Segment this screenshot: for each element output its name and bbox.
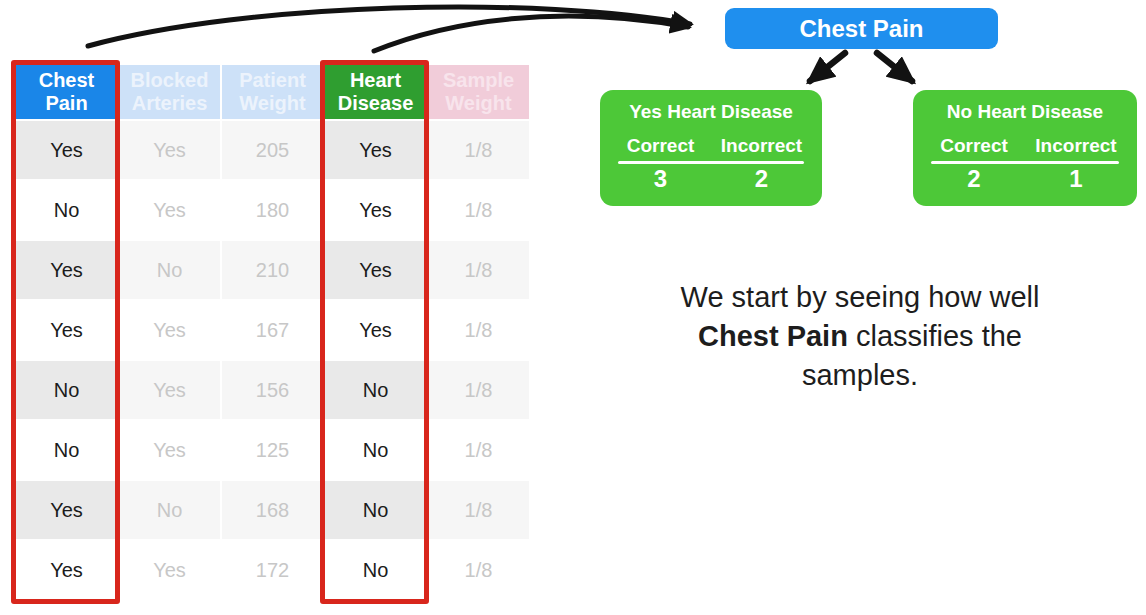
table-cell-patient-weight-row-2: 180: [222, 181, 323, 239]
table-cell-chest-pain-row-1: Yes: [16, 121, 117, 179]
table-cell-patient-weight-row-7: 168: [222, 481, 323, 539]
arrow-chest-pain-column-to-root-icon: [88, 7, 690, 46]
table-cell-patient-weight-row-1: 205: [222, 121, 323, 179]
table-cell-blocked-arteries-row-2: Yes: [119, 181, 220, 239]
correct-label: Correct: [923, 135, 1025, 157]
column-header-chest-pain: Chest Pain: [16, 65, 117, 119]
table-cell-blocked-arteries-row-5: Yes: [119, 361, 220, 419]
table-cell-chest-pain-row-6: No: [16, 421, 117, 479]
leaf-title: No Heart Disease: [923, 101, 1127, 123]
caption-line1: We start by seeing how well: [681, 281, 1040, 313]
leaf-divider: [618, 161, 804, 164]
leaf-no-heart-disease: No Heart Disease Correct Incorrect 2 1: [913, 90, 1137, 206]
column-header-blocked-arteries: Blocked Arteries: [119, 65, 220, 119]
table-cell-chest-pain-row-3: Yes: [16, 241, 117, 299]
incorrect-label: Incorrect: [711, 135, 812, 157]
table-cell-chest-pain-row-7: Yes: [16, 481, 117, 539]
table-cell-heart-disease-row-6: No: [325, 421, 426, 479]
incorrect-label: Incorrect: [1025, 135, 1127, 157]
table-cell-blocked-arteries-row-6: Yes: [119, 421, 220, 479]
incorrect-count: 2: [711, 166, 812, 192]
leaf-title: Yes Heart Disease: [610, 101, 812, 123]
correct-label: Correct: [610, 135, 711, 157]
leaf-divider: [931, 161, 1119, 164]
table-cell-heart-disease-row-4: Yes: [325, 301, 426, 359]
caption-text: We start by seeing how well Chest Pain c…: [610, 278, 1110, 395]
table-cell-heart-disease-row-2: Yes: [325, 181, 426, 239]
table-cell-blocked-arteries-row-4: Yes: [119, 301, 220, 359]
table-cell-sample-weight-row-3: 1/8: [428, 241, 529, 299]
table-cell-sample-weight-row-4: 1/8: [428, 301, 529, 359]
table-cell-heart-disease-row-7: No: [325, 481, 426, 539]
arrow-root-to-right-leaf-icon: [877, 53, 912, 81]
table-cell-heart-disease-row-5: No: [325, 361, 426, 419]
caption-line2-rest: classifies the: [848, 320, 1022, 352]
column-header-patient-weight: Patient Weight: [222, 65, 323, 119]
table-cell-heart-disease-row-8: No: [325, 541, 426, 599]
caption-highlight: Chest Pain: [698, 320, 848, 352]
table-cell-sample-weight-row-1: 1/8: [428, 121, 529, 179]
tree-root-label: Chest Pain: [799, 15, 923, 43]
table-cell-sample-weight-row-6: 1/8: [428, 421, 529, 479]
table-cell-chest-pain-row-5: No: [16, 361, 117, 419]
table-cell-sample-weight-row-2: 1/8: [428, 181, 529, 239]
table-cell-patient-weight-row-3: 210: [222, 241, 323, 299]
column-header-sample-weight: Sample Weight: [428, 65, 529, 119]
table-cell-blocked-arteries-row-3: No: [119, 241, 220, 299]
table-cell-patient-weight-row-4: 167: [222, 301, 323, 359]
caption-line3: samples.: [802, 359, 918, 391]
table-cell-blocked-arteries-row-7: No: [119, 481, 220, 539]
leaf-yes-heart-disease: Yes Heart Disease Correct Incorrect 3 2: [600, 90, 822, 206]
samples-table: Chest PainBlocked ArteriesPatient Weight…: [16, 65, 529, 599]
table-cell-sample-weight-row-7: 1/8: [428, 481, 529, 539]
table-cell-heart-disease-row-1: Yes: [325, 121, 426, 179]
table-cell-patient-weight-row-6: 125: [222, 421, 323, 479]
table-cell-blocked-arteries-row-1: Yes: [119, 121, 220, 179]
table-cell-heart-disease-row-3: Yes: [325, 241, 426, 299]
table-cell-sample-weight-row-5: 1/8: [428, 361, 529, 419]
arrow-root-to-left-leaf-icon: [810, 53, 845, 81]
table-cell-patient-weight-row-5: 156: [222, 361, 323, 419]
slide-canvas: Chest PainBlocked ArteriesPatient Weight…: [0, 0, 1146, 615]
table-cell-blocked-arteries-row-8: Yes: [119, 541, 220, 599]
arrow-heart-disease-column-to-root-icon: [374, 16, 688, 51]
table-cell-chest-pain-row-4: Yes: [16, 301, 117, 359]
correct-count: 3: [610, 166, 711, 192]
table-cell-chest-pain-row-2: No: [16, 181, 117, 239]
correct-count: 2: [923, 166, 1025, 192]
column-header-heart-disease: Heart Disease: [325, 65, 426, 119]
table-cell-patient-weight-row-8: 172: [222, 541, 323, 599]
tree-root-node: Chest Pain: [725, 8, 998, 49]
table-cell-chest-pain-row-8: Yes: [16, 541, 117, 599]
incorrect-count: 1: [1025, 166, 1127, 192]
table-cell-sample-weight-row-8: 1/8: [428, 541, 529, 599]
